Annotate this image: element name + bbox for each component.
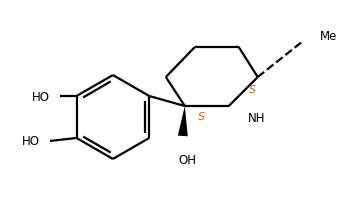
Text: NH: NH bbox=[248, 111, 265, 124]
Text: OH: OH bbox=[179, 153, 197, 166]
Text: S: S bbox=[249, 85, 256, 95]
Polygon shape bbox=[178, 106, 188, 137]
Text: Me: Me bbox=[320, 29, 337, 42]
Text: S: S bbox=[198, 111, 205, 121]
Text: HO: HO bbox=[22, 135, 40, 148]
Text: HO: HO bbox=[32, 90, 50, 103]
